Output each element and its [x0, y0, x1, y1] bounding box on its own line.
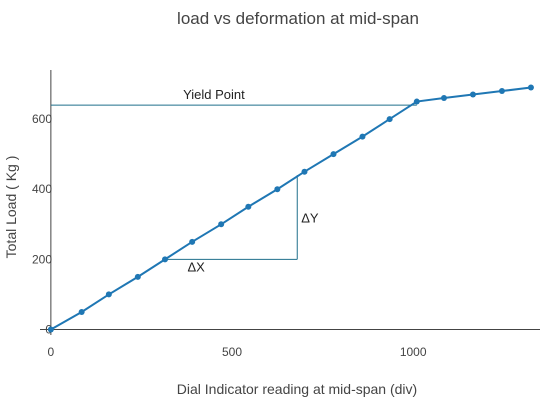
y-tick-label: 600: [32, 112, 52, 126]
y-axis-title: Total Load ( Kg ): [3, 156, 19, 259]
data-point: [413, 98, 420, 105]
data-point: [498, 88, 505, 95]
x-axis-title: Dial Indicator reading at mid-span (div): [177, 381, 417, 397]
x-tick-label: 1000: [400, 345, 427, 359]
data-point: [440, 95, 447, 102]
data-point: [134, 273, 141, 280]
data-point: [330, 151, 337, 158]
data-point: [359, 133, 366, 140]
data-point: [218, 221, 225, 228]
data-point: [245, 203, 252, 210]
y-tick-label: 400: [32, 182, 52, 196]
data-point: [189, 238, 196, 245]
data-point: [78, 308, 85, 315]
data-point: [386, 116, 393, 123]
data-point: [274, 186, 281, 193]
data-point: [527, 84, 534, 91]
data-point: [162, 256, 168, 263]
chart-title: load vs deformation at mid-span: [177, 9, 419, 28]
series-line: [50, 86, 532, 331]
data-point: [47, 326, 54, 333]
delta-x-label: ΔX: [187, 259, 205, 274]
data-point: [469, 91, 476, 98]
delta-y-label: ΔY: [301, 210, 319, 225]
data-point: [105, 291, 112, 298]
y-tick-label: 200: [32, 252, 52, 266]
x-tick-label: 500: [222, 345, 242, 359]
yield-point-label: Yield Point: [183, 87, 245, 102]
x-tick-label: 0: [48, 345, 55, 359]
data-point: [301, 168, 308, 175]
